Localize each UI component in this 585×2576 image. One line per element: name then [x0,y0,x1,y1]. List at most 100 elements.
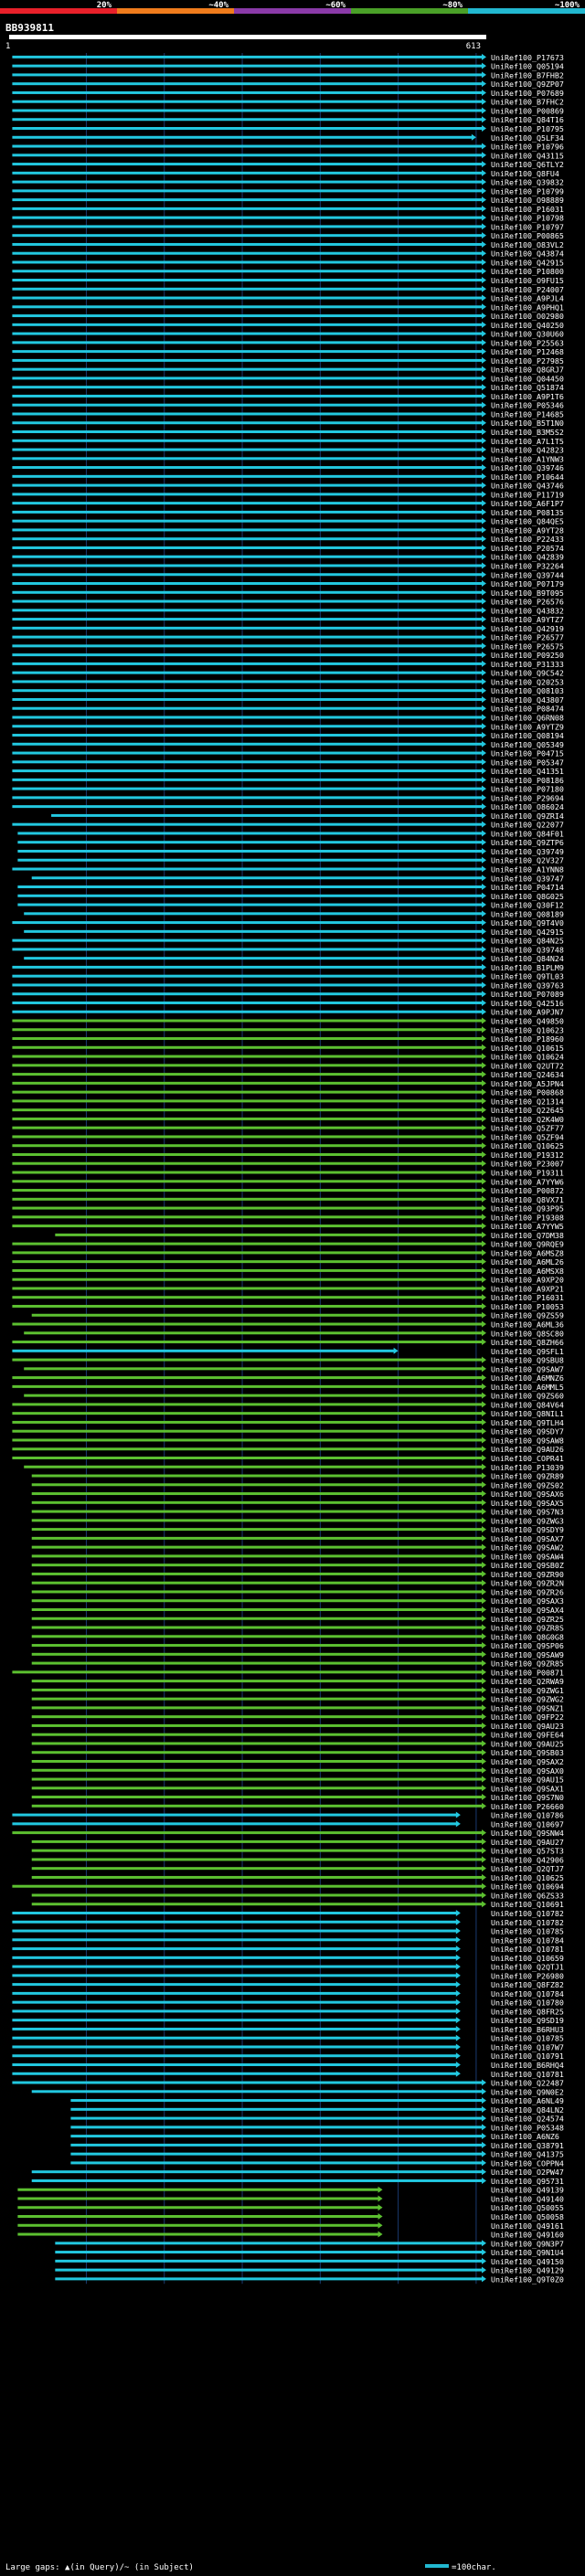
hit-label[interactable]: UniRef100_Q50058 [491,2212,564,2221]
hit-label[interactable]: UniRef100_Q39747 [491,874,564,883]
hit-label[interactable]: UniRef100_COPPN4 [491,2158,564,2168]
hit-row[interactable]: UniRef100_P10053 [12,1302,564,1311]
hit-label[interactable]: UniRef100_Q8SC80 [491,1329,564,1338]
hit-row[interactable]: UniRef100_P14685 [12,409,564,419]
hit-row[interactable]: UniRef100_Q30U60 [12,330,564,339]
hit-row[interactable]: UniRef100_A6MNZ6 [12,1373,564,1383]
hit-row[interactable]: UniRef100_P00868 [12,1088,564,1097]
hit-label[interactable]: UniRef100_Q9SP06 [491,1641,564,1650]
hit-label[interactable]: UniRef100_A6ML26 [491,1257,564,1267]
hit-row[interactable]: UniRef100_P10795 [12,124,564,133]
hit-label[interactable]: UniRef100_P26575 [491,641,564,651]
hit-label[interactable]: UniRef100_Q9ZRI4 [491,811,564,821]
hit-label[interactable]: UniRef100_Q05194 [491,62,564,71]
hit-label[interactable]: UniRef100_P26980 [491,1971,564,1980]
hit-label[interactable]: UniRef100_P20574 [491,544,564,553]
hit-row[interactable]: UniRef100_Q9SNW4 [12,1829,564,1838]
hit-row[interactable]: UniRef100_Q08103 [12,686,564,695]
hit-label[interactable]: UniRef100_Q9SAW7 [491,1364,564,1373]
hit-label[interactable]: UniRef100_Q9ZR89 [491,1472,564,1481]
hit-label[interactable]: UniRef100_P07089 [491,990,564,999]
hit-label[interactable]: UniRef100_P04715 [491,749,564,758]
hit-label[interactable]: UniRef100_Q9ZR2N [491,1579,564,1588]
hit-label[interactable]: UniRef100_Q9SBU8 [491,1356,564,1365]
hit-label[interactable]: UniRef100_Q42919 [491,624,564,633]
hit-row[interactable]: UniRef100_Q84LN2 [70,2105,564,2115]
hit-row[interactable]: UniRef100_Q39744 [12,570,564,579]
hit-label[interactable]: UniRef100_Q51874 [491,383,564,392]
hit-label[interactable]: UniRef100_Q39749 [491,847,564,856]
hit-row[interactable]: UniRef100_Q22645 [12,1106,564,1115]
hit-label[interactable]: UniRef100_Q84V64 [491,1400,564,1409]
hit-row[interactable]: UniRef100_P07180 [12,785,564,794]
hit-row[interactable]: UniRef100_Q05194 [12,62,564,71]
hit-row[interactable]: UniRef100_Q9ZR8S [31,1624,564,1633]
hit-row[interactable]: UniRef100_P16031 [12,1293,564,1302]
hit-row[interactable]: UniRef100_Q43874 [12,249,564,259]
hit-row[interactable]: UniRef100_Q57ST3 [31,1847,564,1856]
hit-row[interactable]: UniRef100_Q10659 [12,1954,564,1963]
hit-row[interactable]: UniRef100_Q8FR25 [12,2007,564,2016]
hit-label[interactable]: UniRef100_B7FHC2 [491,98,564,107]
hit-row[interactable]: UniRef100_Q42516 [12,999,564,1008]
hit-label[interactable]: UniRef100_Q21314 [491,1097,564,1106]
hit-label[interactable]: UniRef100_Q43832 [491,606,564,615]
hit-row[interactable]: UniRef100_O98889 [12,196,564,205]
hit-row[interactable]: UniRef100_Q9T0Z0 [55,2274,564,2284]
hit-label[interactable]: UniRef100_Q08189 [491,909,564,918]
hit-label[interactable]: UniRef100_A9XP20 [491,1276,564,1285]
hit-row[interactable]: UniRef100_Q93P95 [12,1204,564,1214]
hit-row[interactable]: UniRef100_Q10784 [12,1935,564,1945]
hit-row[interactable]: UniRef100_Q9ZRI4 [51,811,564,821]
hit-label[interactable]: UniRef100_P10644 [491,472,564,482]
hit-label[interactable]: UniRef100_Q9S7N3 [491,1508,564,1517]
hit-label[interactable]: UniRef100_Q2K4W0 [491,1115,564,1124]
hit-row[interactable]: UniRef100_Q05349 [12,740,564,749]
hit-row[interactable]: UniRef100_Q9ZWG2 [31,1695,564,1704]
hit-row[interactable]: UniRef100_Q9SAX3 [31,1596,564,1606]
hit-label[interactable]: UniRef100_Q9S7N0 [491,1793,564,1802]
hit-label[interactable]: UniRef100_P13039 [491,1463,564,1472]
hit-row[interactable]: UniRef100_Q9C542 [12,669,564,678]
hit-label[interactable]: UniRef100_Q5ZF94 [491,1132,564,1141]
hit-label[interactable]: UniRef100_P25563 [491,338,564,347]
hit-label[interactable]: UniRef100_Q9SAX4 [491,1606,564,1615]
hit-label[interactable]: UniRef100_P05348 [491,2123,564,2132]
hit-label[interactable]: UniRef100_Q9SB03 [491,1748,564,1757]
hit-row[interactable]: UniRef100_P10644 [12,472,564,482]
hit-row[interactable]: UniRef100_P05347 [12,758,564,767]
hit-label[interactable]: UniRef100_Q9ZR90 [491,1570,564,1579]
hit-row[interactable]: UniRef100_P26980 [12,1971,564,1980]
hit-label[interactable]: UniRef100_O9FU15 [491,276,564,285]
hit-label[interactable]: UniRef100_Q2RWA9 [491,1677,564,1686]
hit-label[interactable]: UniRef100_Q20253 [491,677,564,686]
hit-row[interactable]: UniRef100_Q10615 [12,1044,564,1053]
hit-row[interactable]: UniRef100_B6RHU3 [12,2025,564,2034]
hit-label[interactable]: UniRef100_COPR41 [491,1454,564,1463]
hit-row[interactable]: UniRef100_Q84N24 [24,954,564,963]
hit-label[interactable]: UniRef100_P22433 [491,535,564,544]
hit-label[interactable]: UniRef100_A7YYW5 [491,1222,564,1231]
hit-row[interactable]: UniRef100_O86024 [12,802,564,811]
hit-label[interactable]: UniRef100_Q9N0E2 [491,2087,564,2096]
hit-label[interactable]: UniRef100_O86024 [491,802,564,811]
hit-label[interactable]: UniRef100_Q10781 [491,1945,564,1954]
hit-row[interactable]: UniRef100_P26660 [31,1802,564,1811]
hit-label[interactable]: UniRef100_Q8G025 [491,892,564,901]
hit-label[interactable]: UniRef100_Q10694 [491,1882,564,1892]
hit-row[interactable]: UniRef100_Q42839 [12,553,564,562]
hit-label[interactable]: UniRef100_A6MNZ6 [491,1373,564,1383]
hit-label[interactable]: UniRef100_Q38791 [491,2141,564,2150]
hit-label[interactable]: UniRef100_P16031 [491,205,564,214]
hit-row[interactable]: UniRef100_Q10691 [31,1900,564,1909]
hit-row[interactable]: UniRef100_Q9SBU8 [12,1356,564,1365]
hit-label[interactable]: UniRef100_Q9SD19 [491,2016,564,2025]
hit-label[interactable]: UniRef100_Q9T0Z0 [491,2274,564,2284]
hit-label[interactable]: UniRef100_P11719 [491,490,564,499]
hit-label[interactable]: UniRef100_Q39744 [491,570,564,579]
hit-row[interactable]: UniRef100_P16031 [12,205,564,214]
hit-label[interactable]: UniRef100_Q39746 [491,463,564,472]
hit-label[interactable]: UniRef100_Q42516 [491,999,564,1008]
hit-label[interactable]: UniRef100_Q39832 [491,178,564,187]
hit-label[interactable]: UniRef100_Q10615 [491,1044,564,1053]
